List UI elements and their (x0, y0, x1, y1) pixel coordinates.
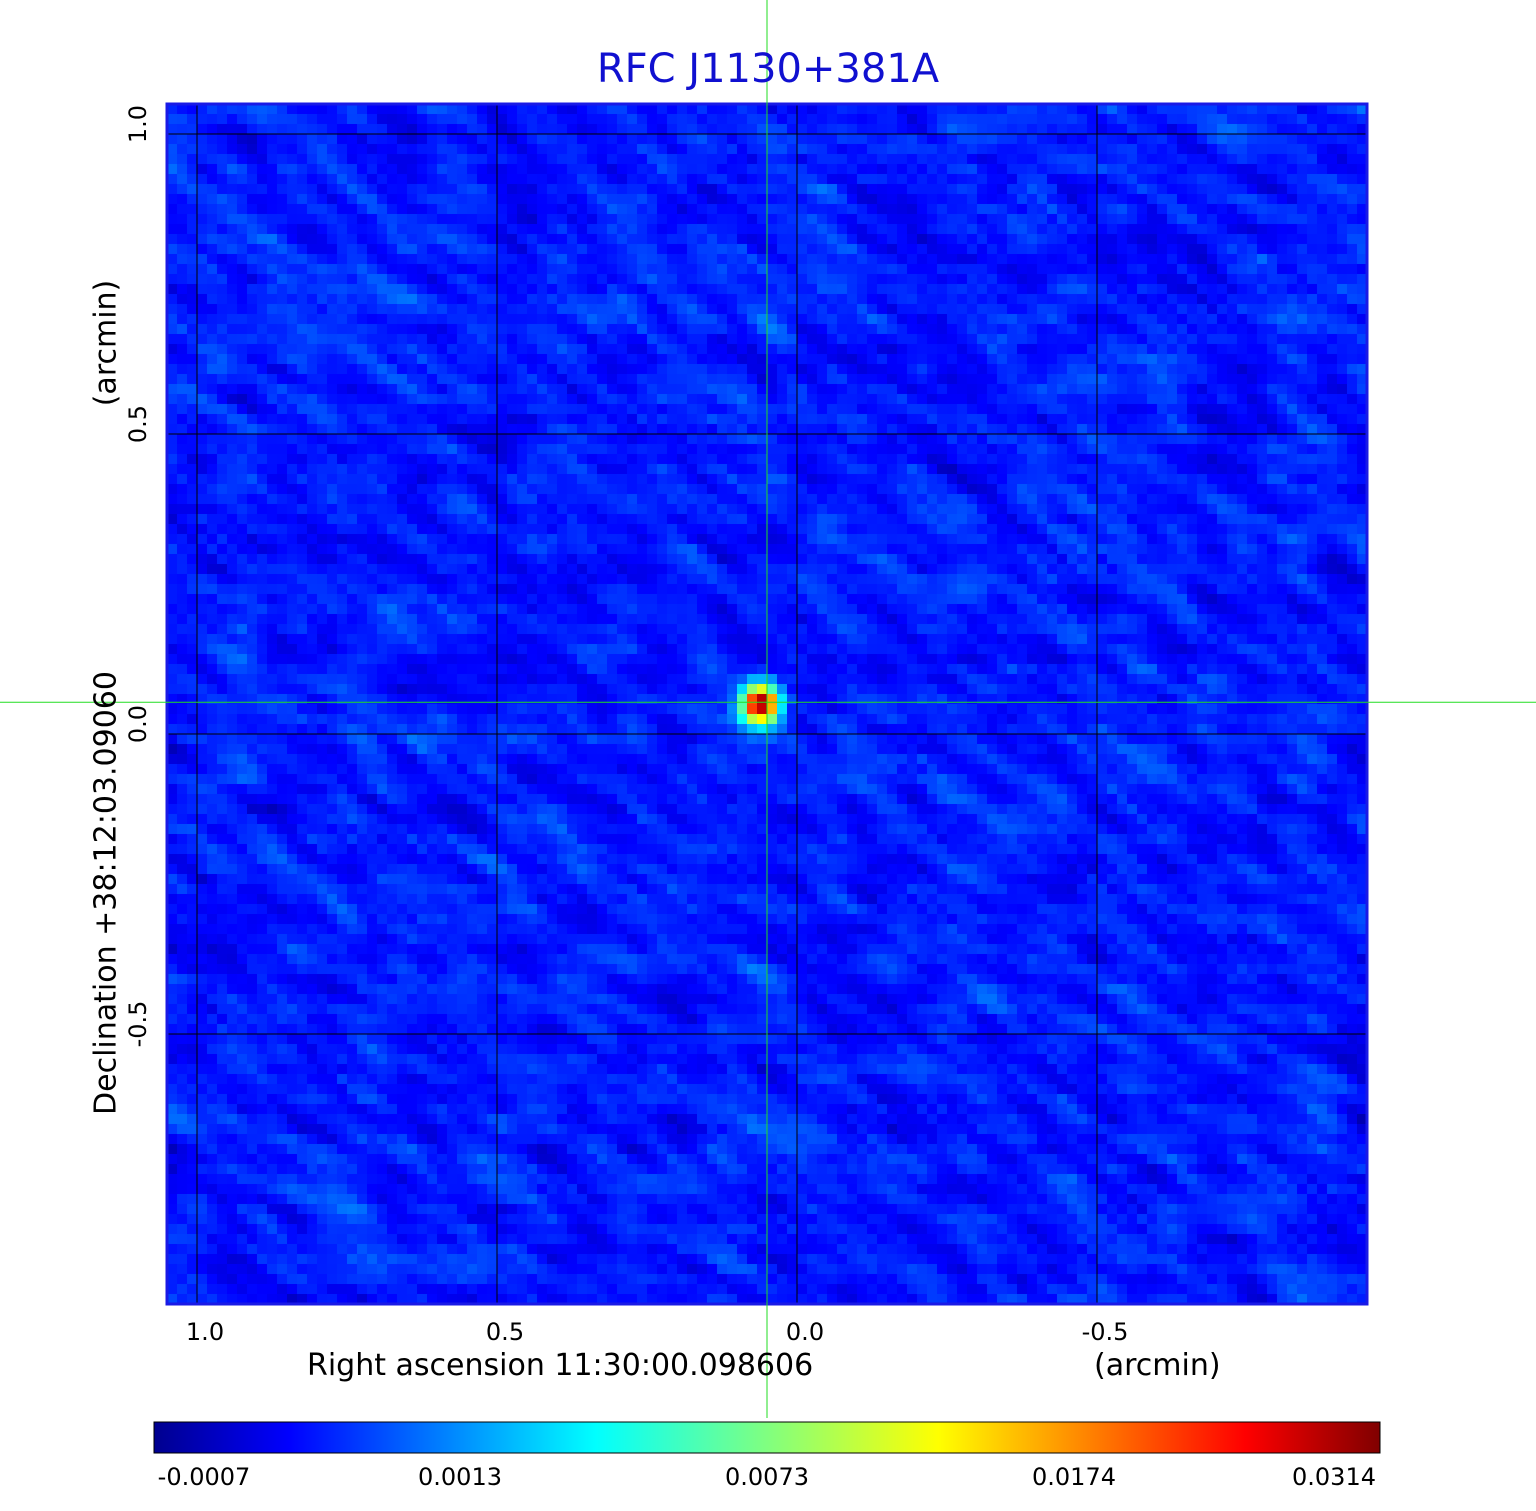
y-tick-label: 1.0 (124, 104, 152, 144)
x-tick-label: 0.0 (785, 1318, 825, 1346)
x-axis-unit: (arcmin) (1094, 1348, 1221, 1383)
y-tick-label: -0.5 (124, 1000, 152, 1048)
crosshair (0, 0, 1536, 1418)
colorbar-tick-label: 0.0073 (725, 1463, 809, 1491)
y-tick-label: 0.0 (124, 704, 152, 744)
chart-title: RFC J1130+381A (596, 46, 940, 92)
x-tick-label: 0.5 (485, 1318, 525, 1346)
x-tick-label: 1.0 (185, 1318, 225, 1346)
intensity-map (167, 104, 1368, 1305)
colorbar-tick-label: 0.0013 (418, 1463, 502, 1491)
y-axis-unit: (arcmin) (88, 279, 124, 407)
colorbar (153, 1421, 1381, 1454)
colorbar-tick-label: -0.0007 (157, 1463, 251, 1491)
colorbar-tick-label: 0.0314 (1292, 1463, 1376, 1491)
y-axis-label: Declination +38:12:03.09060 (88, 671, 124, 1115)
x-axis-label: Right ascension 11:30:00.098606 (307, 1348, 814, 1383)
y-tick-label: 0.5 (124, 404, 152, 444)
x-tick-label: -0.5 (1081, 1318, 1129, 1346)
colorbar-tick-label: 0.0174 (1032, 1463, 1116, 1491)
